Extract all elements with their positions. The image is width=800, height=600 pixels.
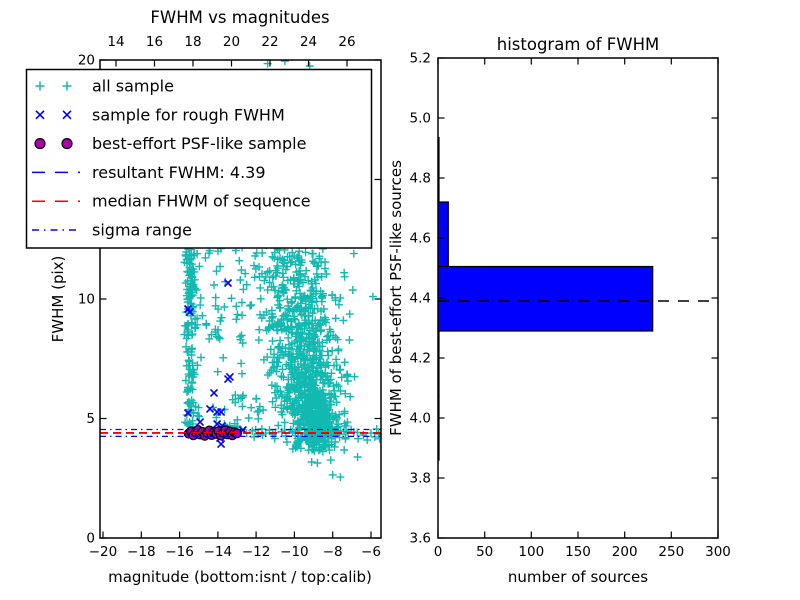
x-tick-label: 150 — [565, 544, 591, 560]
circle-marker-icon — [34, 138, 46, 150]
top-tick-label: 22 — [261, 34, 278, 50]
x-tick-label: 0 — [434, 544, 443, 560]
bottom-tick-label: −12 — [242, 544, 271, 560]
legend: all sample sample for rough FWHM best-effo… — [25, 68, 373, 249]
bottom-tick-label: −20 — [89, 544, 118, 560]
y-tick-label: 20 — [78, 53, 95, 69]
legend-entry-6: sigma range — [32, 221, 192, 240]
y-tick-label: 0 — [86, 531, 95, 547]
y-tick-label: 4.0 — [410, 411, 431, 427]
histogram-bar — [438, 265, 654, 332]
plus-marker-icon — [62, 81, 72, 91]
bottom-tick-label: −8 — [323, 544, 343, 560]
x-tick-label: 100 — [518, 544, 544, 560]
legend-entry-4: resultant FWHM: 4.39 — [32, 163, 266, 182]
legend-label: best-effort PSF-like sample — [92, 134, 306, 153]
y-tick-label: 3.6 — [410, 531, 431, 547]
right-plot-tick-labels: 0 50 100 150 200 250 300 3.6 3.8 4.0 4.2 4.4 4.6 4.8 5… — [410, 51, 731, 561]
bottom-tick-label: −16 — [165, 544, 194, 560]
bottom-tick-label: −10 — [280, 544, 309, 560]
top-tick-label: 14 — [107, 34, 124, 50]
left-plot-scatter: −20 −18 −16 −14 −12 −10 −8 −6 14 16 18 20 22 24 26 0 5 10… — [78, 34, 382, 560]
top-tick-label: 16 — [146, 34, 163, 50]
y-tick-label: 3.8 — [410, 471, 431, 487]
x-tick-label: 50 — [476, 544, 493, 560]
y-tick-label: 5 — [86, 411, 95, 427]
legend-box — [25, 68, 373, 249]
bottom-tick-label: −6 — [361, 544, 381, 560]
x-tick-label: 250 — [658, 544, 684, 560]
top-tick-label: 20 — [223, 34, 240, 50]
bottom-tick-label: −18 — [127, 544, 156, 560]
plus-marker-icon — [35, 81, 45, 91]
legend-label: all sample — [92, 77, 174, 96]
x-marker-icon — [35, 110, 45, 120]
top-tick-label: 24 — [300, 34, 317, 50]
legend-label: sample for rough FWHM — [92, 105, 285, 124]
histogram-bar — [438, 201, 449, 268]
right-plot-ylabel: FWHM of best-effort PSF-like sources — [387, 160, 405, 436]
x-tick-label: 200 — [612, 544, 638, 560]
legend-label: resultant FWHM: 4.39 — [92, 163, 266, 182]
legend-label: median FHWM of sequence — [92, 192, 311, 211]
right-plot-histogram: 0 50 100 150 200 250 300 3.6 3.8 4.0 4.2 4.4 4.6 4.8 5… — [410, 51, 731, 561]
x-marker-icon — [62, 110, 72, 120]
right-plot-title: histogram of FWHM — [497, 35, 660, 54]
top-tick-label: 18 — [184, 34, 201, 50]
reference-lines — [100, 428, 381, 438]
all-sample-points — [180, 60, 381, 482]
y-tick-label: 4.4 — [410, 291, 431, 307]
y-tick-label: 5.2 — [410, 51, 431, 67]
right-plot-xlabel: number of sources — [508, 568, 648, 586]
y-tick-label: 4.6 — [410, 231, 431, 247]
y-tick-label: 10 — [78, 292, 95, 308]
legend-label: sigma range — [92, 221, 192, 240]
left-plot-title: FWHM vs magnitudes — [150, 8, 329, 27]
left-plot-xlabel: magnitude (bottom:isnt / top:calib) — [108, 568, 372, 586]
bottom-tick-label: −14 — [204, 544, 233, 560]
left-plot-ylabel: FWHM (pix) — [49, 256, 67, 343]
circle-marker-icon — [61, 138, 73, 150]
legend-entry-5: median FHWM of sequence — [32, 192, 311, 211]
histogram-bars — [438, 136, 654, 461]
top-tick-label: 26 — [338, 34, 355, 50]
x-tick-label: 300 — [705, 544, 731, 560]
legend-entry-1: all sample — [35, 77, 174, 96]
y-tick-label: 4.8 — [410, 171, 431, 187]
y-tick-label: 5.0 — [410, 111, 431, 127]
legend-entry-3: best-effort PSF-like sample — [34, 134, 306, 153]
right-plot-ticks — [437, 57, 719, 539]
legend-entry-2: sample for rough FWHM — [35, 105, 285, 124]
y-tick-label: 4.2 — [410, 351, 431, 367]
